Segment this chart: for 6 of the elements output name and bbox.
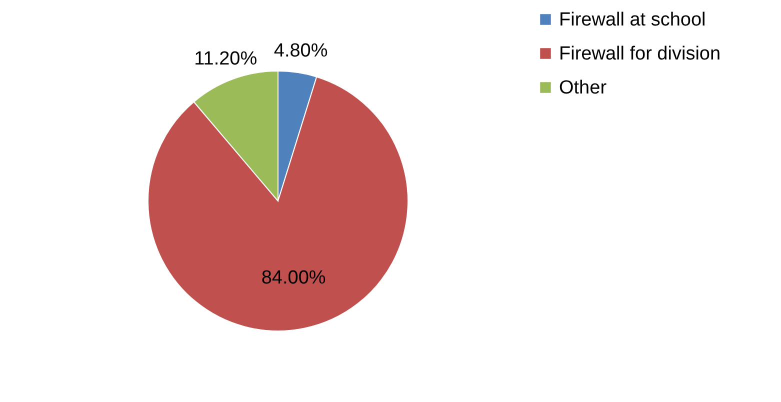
data-label: 11.20% xyxy=(194,48,258,70)
data-label: 84.00% xyxy=(261,267,326,288)
legend-label: Firewall for division xyxy=(559,44,721,64)
data-label: 4.80% xyxy=(274,40,328,62)
legend-label: Other xyxy=(559,78,608,98)
legend-label: Firewall at school xyxy=(559,10,706,30)
